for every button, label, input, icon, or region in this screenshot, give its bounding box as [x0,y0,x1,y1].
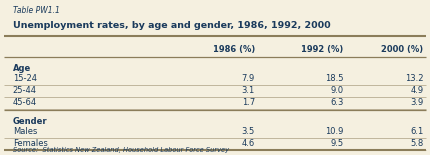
Text: 1992 (%): 1992 (%) [301,45,344,54]
Text: 1.7: 1.7 [242,98,255,107]
Text: 2000 (%): 2000 (%) [381,45,424,54]
Text: 3.1: 3.1 [242,86,255,95]
Text: 9.0: 9.0 [330,86,344,95]
Text: 5.8: 5.8 [410,140,424,148]
Text: 3.5: 3.5 [242,127,255,136]
Text: 7.9: 7.9 [242,74,255,83]
Text: 25-44: 25-44 [13,86,37,95]
Text: 13.2: 13.2 [405,74,424,83]
Text: 4.6: 4.6 [242,140,255,148]
Text: Table PW1.1: Table PW1.1 [13,6,60,15]
Text: Males: Males [13,127,37,136]
Text: 3.9: 3.9 [410,98,424,107]
Text: 45-64: 45-64 [13,98,37,107]
Text: Unemployment rates, by age and gender, 1986, 1992, 2000: Unemployment rates, by age and gender, 1… [13,21,330,30]
Text: 9.5: 9.5 [330,140,344,148]
Text: Females: Females [13,140,48,148]
Text: 15-24: 15-24 [13,74,37,83]
Text: 6.3: 6.3 [330,98,344,107]
Text: 4.9: 4.9 [411,86,424,95]
Text: Gender: Gender [13,117,47,126]
Text: 6.1: 6.1 [410,127,424,136]
Text: Age: Age [13,64,31,73]
Text: 18.5: 18.5 [325,74,344,83]
Text: 10.9: 10.9 [325,127,344,136]
Text: Source:  Statistics New Zealand, Household Labour Force Survey: Source: Statistics New Zealand, Househol… [13,147,229,153]
Text: 1986 (%): 1986 (%) [213,45,255,54]
